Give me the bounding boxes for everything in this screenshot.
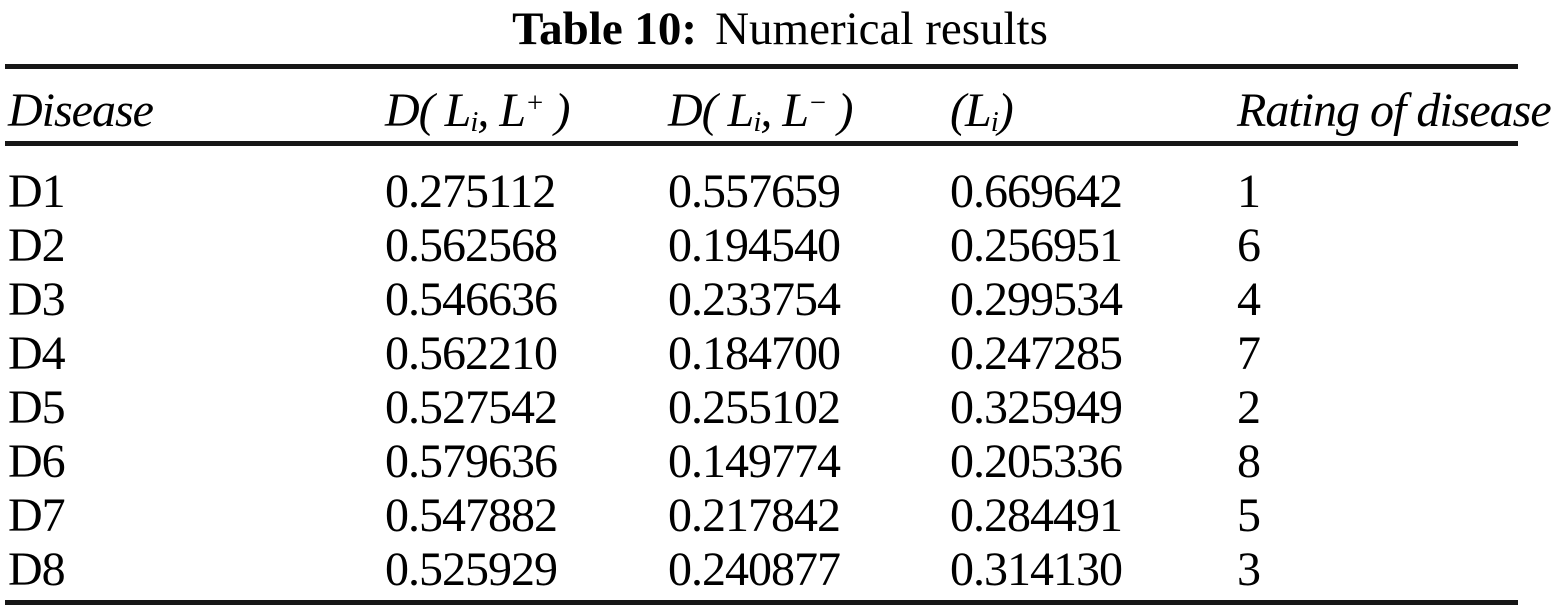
top-rule <box>5 64 1518 69</box>
cell-distance-positive: 0.547882 <box>385 489 558 542</box>
cell-disease: D7 <box>8 489 66 542</box>
cell-distance-positive: 0.562568 <box>385 219 558 272</box>
cell-disease: D1 <box>8 165 66 218</box>
table-caption-title: Numerical results <box>715 3 1048 55</box>
cell-distance-positive: 0.525929 <box>385 543 558 596</box>
cell-rating: 3 <box>1237 543 1261 596</box>
table-caption: Table 10: Numerical results <box>0 0 1560 58</box>
cell-distance-positive: 0.275112 <box>385 165 556 218</box>
table-row: D5 0.527542 0.255102 0.325949 2 <box>8 381 1556 435</box>
cell-closeness: 0.669642 <box>950 165 1123 218</box>
cell-distance-positive: 0.562210 <box>385 327 558 380</box>
cell-closeness: 0.205336 <box>950 435 1123 488</box>
cell-rating: 4 <box>1237 273 1261 326</box>
cell-rating: 5 <box>1237 489 1261 542</box>
column-header-rating: Rating of disease <box>1237 84 1552 137</box>
cell-distance-negative: 0.255102 <box>668 381 841 434</box>
table-header: Disease D( Li, L+ ) D( Li, L− ) (Li) Rat… <box>8 64 1556 149</box>
table-row: D2 0.562568 0.194540 0.256951 6 <box>8 219 1556 273</box>
cell-disease: D2 <box>8 219 66 272</box>
bottom-rule <box>5 600 1518 605</box>
cell-distance-negative: 0.194540 <box>668 219 841 272</box>
cell-rating: 1 <box>1237 165 1261 218</box>
column-header-distance-negative: D( Li, L− ) <box>668 84 853 139</box>
cell-distance-positive: 0.579636 <box>385 435 558 488</box>
cell-distance-positive: 0.527542 <box>385 381 558 434</box>
cell-rating: 2 <box>1237 381 1261 434</box>
table-row: D3 0.546636 0.233754 0.299534 4 <box>8 273 1556 327</box>
table-row: D1 0.275112 0.557659 0.669642 1 <box>8 149 1556 219</box>
column-header-distance-positive: D( Li, L+ ) <box>385 84 570 139</box>
cell-disease: D8 <box>8 543 66 596</box>
header-row: Disease D( Li, L+ ) D( Li, L− ) (Li) Rat… <box>8 64 1556 149</box>
table-row: D4 0.562210 0.184700 0.247285 7 <box>8 327 1556 381</box>
table-body: D1 0.275112 0.557659 0.669642 1 D2 0.562… <box>8 149 1556 597</box>
cell-distance-negative: 0.240877 <box>668 543 841 596</box>
cell-closeness: 0.325949 <box>950 381 1123 434</box>
table-row: D8 0.525929 0.240877 0.314130 3 <box>8 543 1556 597</box>
cell-disease: D3 <box>8 273 66 326</box>
header-rule <box>5 141 1518 146</box>
cell-distance-negative: 0.149774 <box>668 435 841 488</box>
cell-disease: D4 <box>8 327 66 380</box>
cell-closeness: 0.299534 <box>950 273 1123 326</box>
cell-distance-positive: 0.546636 <box>385 273 558 326</box>
cell-distance-negative: 0.233754 <box>668 273 841 326</box>
table-caption-number: Table 10: <box>512 3 698 55</box>
cell-rating: 6 <box>1237 219 1261 272</box>
cell-closeness: 0.247285 <box>950 327 1123 380</box>
cell-disease: D5 <box>8 381 66 434</box>
cell-distance-negative: 0.217842 <box>668 489 841 542</box>
cell-closeness: 0.284491 <box>950 489 1123 542</box>
cell-distance-negative: 0.184700 <box>668 327 841 380</box>
cell-distance-negative: 0.557659 <box>668 165 841 218</box>
cell-closeness: 0.314130 <box>950 543 1123 596</box>
column-header-closeness: (Li) <box>950 84 1014 139</box>
table-row: D7 0.547882 0.217842 0.284491 5 <box>8 489 1556 543</box>
cell-rating: 7 <box>1237 327 1261 380</box>
results-table: Disease D( Li, L+ ) D( Li, L− ) (Li) Rat… <box>8 64 1556 597</box>
table-row: D6 0.579636 0.149774 0.205336 8 <box>8 435 1556 489</box>
cell-closeness: 0.256951 <box>950 219 1123 272</box>
cell-rating: 8 <box>1237 435 1261 488</box>
column-header-disease: Disease <box>8 84 154 137</box>
cell-disease: D6 <box>8 435 66 488</box>
